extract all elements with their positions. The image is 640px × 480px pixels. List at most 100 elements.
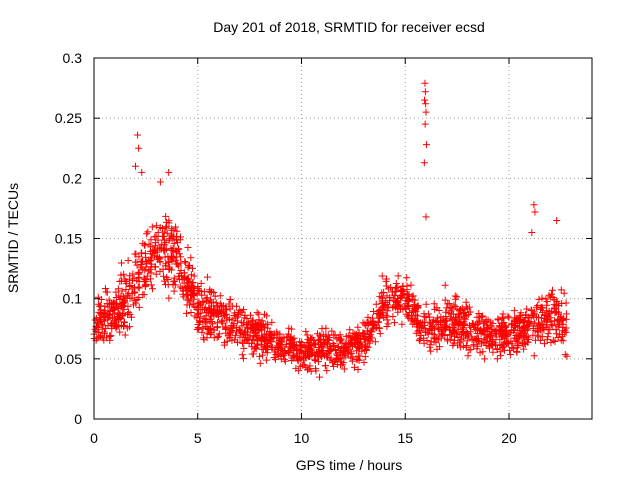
data-point: [382, 275, 390, 283]
data-point: [336, 331, 344, 339]
data-point: [525, 335, 533, 343]
data-point: [106, 300, 114, 308]
data-point: [262, 356, 270, 364]
data-point: [548, 286, 556, 294]
data-point: [222, 305, 230, 313]
data-point: [116, 311, 124, 319]
data-point: [240, 344, 248, 352]
data-point: [228, 302, 236, 310]
data-point: [209, 320, 217, 328]
data-point: [496, 341, 504, 349]
data-point: [375, 307, 383, 315]
data-point: [355, 356, 363, 364]
data-point: [373, 323, 381, 331]
data-point: [183, 291, 191, 299]
grid-lines: [94, 58, 592, 419]
data-point: [132, 162, 139, 170]
data-point: [407, 281, 415, 289]
data-point: [260, 342, 268, 350]
data-point: [103, 288, 111, 296]
data-point: [355, 329, 363, 337]
data-point: [194, 287, 202, 295]
data-point: [504, 339, 512, 347]
data-point: [151, 233, 159, 241]
data-point: [304, 335, 312, 343]
data-point: [163, 218, 171, 226]
data-point: [354, 323, 362, 331]
data-point: [206, 286, 214, 294]
data-point: [359, 332, 367, 340]
data-point: [174, 272, 182, 280]
data-point: [168, 252, 176, 260]
data-point: [545, 291, 553, 299]
data-point: [145, 240, 153, 248]
y-tick-label: 0.15: [55, 231, 82, 247]
data-point: [340, 365, 348, 373]
data-point: [303, 331, 311, 339]
data-point: [297, 355, 305, 363]
data-point: [422, 213, 430, 221]
x-tick-label: 0: [90, 430, 98, 446]
data-point: [392, 279, 400, 287]
data-point: [549, 322, 557, 330]
data-point: [268, 318, 276, 326]
data-point: [361, 347, 369, 355]
data-point: [97, 332, 105, 340]
data-point: [107, 332, 115, 340]
data-point: [114, 302, 122, 310]
data-point: [116, 328, 124, 336]
data-point: [134, 283, 142, 291]
data-point: [170, 274, 178, 282]
data-point: [403, 274, 411, 282]
data-point: [551, 317, 559, 325]
data-point: [206, 315, 214, 323]
data-point: [433, 314, 441, 322]
data-point: [349, 329, 357, 337]
data-point: [538, 304, 546, 312]
y-tick-label: 0.1: [63, 291, 83, 307]
data-point: [111, 321, 119, 329]
data-point: [514, 338, 522, 346]
data-point: [168, 225, 176, 233]
data-point: [147, 281, 155, 289]
data-point: [365, 333, 373, 341]
data-point: [285, 349, 293, 357]
y-tick-label: 0.2: [63, 170, 83, 186]
data-point: [189, 264, 197, 272]
data-point: [253, 309, 261, 317]
data-point: [121, 331, 129, 339]
data-point: [391, 319, 399, 327]
data-point: [146, 256, 154, 264]
data-point: [132, 250, 140, 258]
data-point: [421, 88, 429, 96]
data-point: [149, 285, 157, 293]
data-point: [500, 319, 508, 327]
data-point: [562, 299, 570, 307]
data-point: [131, 296, 139, 304]
data-point: [129, 277, 137, 285]
data-point: [544, 315, 552, 323]
data-point: [246, 332, 254, 340]
data-point: [127, 282, 135, 290]
data-point: [154, 236, 162, 244]
data-point: [156, 244, 164, 252]
data-point: [323, 367, 331, 375]
data-point: [298, 347, 306, 355]
data-point: [378, 299, 386, 307]
data-point: [91, 316, 99, 324]
data-point: [187, 271, 195, 279]
data-point: [257, 325, 265, 333]
data-point: [515, 334, 523, 342]
data-point: [417, 331, 425, 339]
data-point: [238, 351, 246, 359]
data-point: [441, 296, 449, 304]
data-point: [433, 304, 441, 312]
data-point: [506, 351, 514, 359]
data-point: [522, 323, 530, 331]
data-point: [389, 304, 397, 312]
data-point: [154, 228, 162, 236]
data-point: [508, 340, 516, 348]
data-point: [160, 228, 168, 236]
x-axis-label: GPS time / hours: [296, 457, 403, 473]
